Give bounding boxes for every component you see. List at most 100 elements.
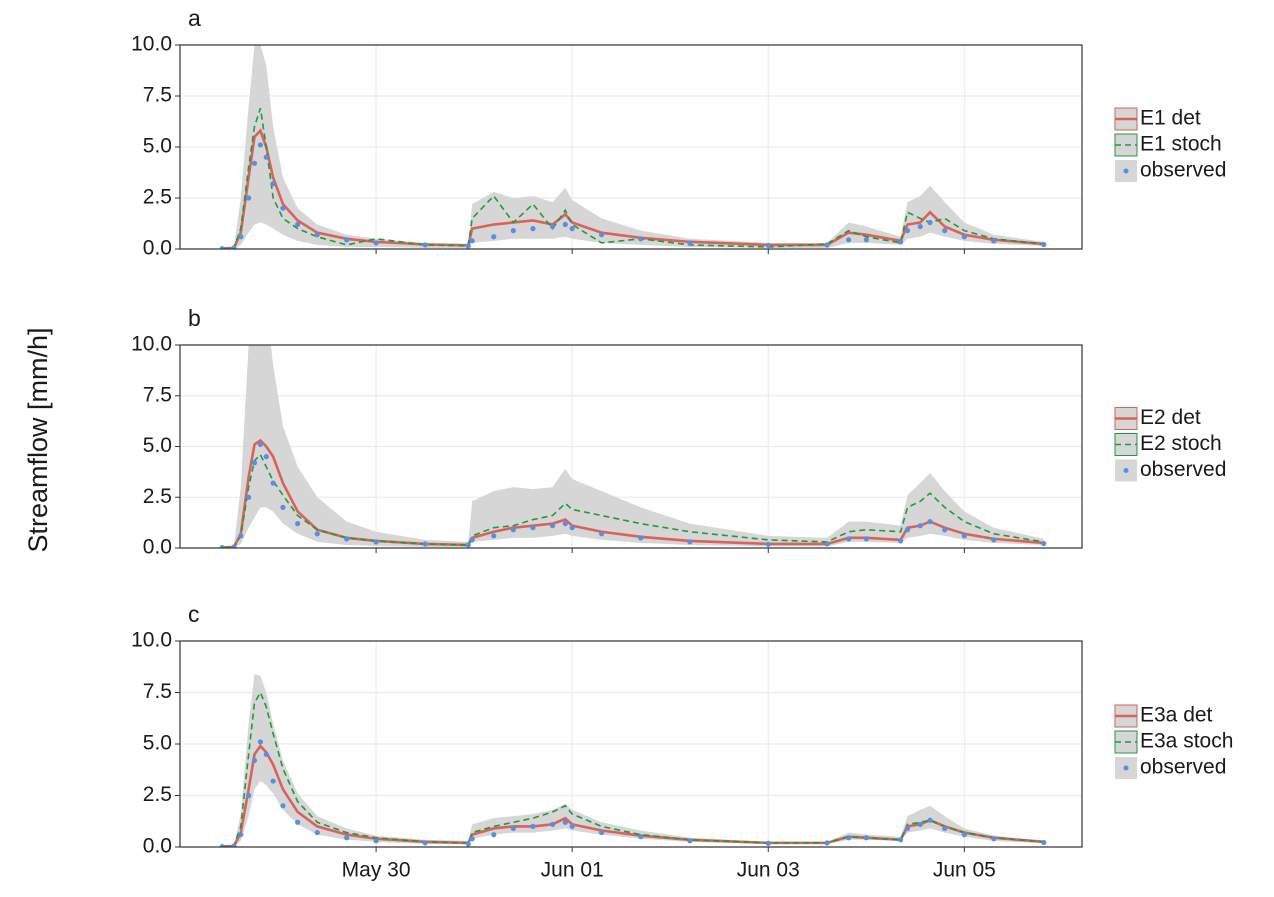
observed-point <box>246 195 252 201</box>
observed-point <box>1041 540 1047 547</box>
observed-point <box>270 480 276 486</box>
observed-point <box>898 239 904 245</box>
observed-point <box>422 840 428 846</box>
observed-point <box>846 536 852 542</box>
observed-point <box>251 757 258 764</box>
observed-point <box>991 238 997 244</box>
observed-point <box>942 825 948 832</box>
observed-point <box>251 460 258 466</box>
observed-point <box>344 835 350 841</box>
observed-point <box>863 536 869 542</box>
y-tick-label: 5.0 <box>143 732 172 755</box>
observed-point <box>373 838 379 844</box>
observed-point <box>961 533 967 539</box>
observed-point <box>510 228 516 234</box>
observed-point <box>219 843 225 847</box>
legend-label: observed <box>1140 458 1226 481</box>
series-line <box>222 107 1044 249</box>
observed-point <box>569 525 575 531</box>
observed-point <box>562 819 568 825</box>
observed-point <box>465 841 471 847</box>
legend-label: E1 det <box>1140 107 1201 130</box>
observed-point <box>927 219 933 226</box>
observed-point <box>257 441 263 448</box>
y-tick-label: 7.5 <box>143 84 172 107</box>
observed-point <box>491 832 497 838</box>
observed-point <box>422 541 428 547</box>
observed-point <box>765 840 771 846</box>
observed-point <box>295 819 301 825</box>
observed-point <box>687 539 693 545</box>
observed-point <box>530 525 536 531</box>
x-tick-label: Jun 03 <box>737 859 800 882</box>
observed-point <box>638 535 644 541</box>
observed-point <box>530 226 536 232</box>
observed-point <box>231 245 237 249</box>
y-tick-label: 10.0 <box>131 629 172 652</box>
observed-point <box>238 533 244 539</box>
y-tick-label: 7.5 <box>143 383 172 406</box>
observed-point <box>765 242 771 248</box>
legend-label: E3a stoch <box>1140 730 1233 753</box>
observed-point <box>898 538 904 544</box>
observed-point <box>314 531 320 537</box>
observed-point <box>231 843 237 847</box>
plot-area <box>219 673 1047 847</box>
y-tick-label: 7.5 <box>143 680 172 703</box>
observed-point <box>942 228 948 234</box>
y-axis-label: Streamflow [mm/h] <box>23 327 53 552</box>
legend-label: E2 det <box>1140 406 1201 429</box>
observed-point <box>687 240 693 246</box>
observed-point <box>280 504 286 510</box>
observed-point <box>263 751 269 757</box>
observed-point <box>927 817 933 823</box>
panel-title: b <box>188 305 201 331</box>
uncertainty-band <box>222 673 1044 847</box>
observed-point <box>314 829 320 836</box>
plot-area <box>219 45 1047 249</box>
observed-point <box>549 821 556 827</box>
y-tick-label: 0.0 <box>143 835 172 858</box>
observed-point <box>991 836 997 842</box>
observed-point <box>491 234 497 240</box>
legend-label: observed <box>1140 159 1226 182</box>
observed-point <box>549 523 556 529</box>
observed-point <box>530 823 536 830</box>
y-tick-label: 10.0 <box>131 333 172 356</box>
observed-point <box>961 832 967 838</box>
observed-point <box>422 242 428 248</box>
observed-point <box>251 160 258 166</box>
y-tick-label: 2.5 <box>143 485 172 508</box>
observed-point <box>295 221 301 228</box>
observed-point <box>638 236 644 242</box>
legend-marker <box>1123 468 1129 473</box>
observed-point <box>1041 839 1047 846</box>
legend-label: E3a det <box>1140 704 1213 727</box>
observed-point <box>270 778 276 784</box>
y-tick-label: 10.0 <box>131 33 172 56</box>
x-tick-label: May 30 <box>342 859 411 882</box>
observed-point <box>598 829 605 836</box>
x-tick-label: Jun 01 <box>541 859 604 882</box>
series-line <box>222 690 1044 847</box>
legend-marker <box>1123 765 1129 771</box>
observed-point <box>270 181 276 187</box>
observed-point <box>491 533 497 539</box>
observed-point <box>863 835 869 841</box>
observed-point <box>846 237 852 243</box>
observed-point <box>1041 241 1047 248</box>
uncertainty-band <box>222 345 1044 548</box>
observed-point <box>598 531 605 537</box>
panel-title: c <box>188 601 200 627</box>
panel-title: a <box>188 5 201 31</box>
observed-point <box>904 228 911 234</box>
observed-point <box>246 494 252 500</box>
observed-point <box>927 519 933 525</box>
observed-point <box>598 232 605 238</box>
legend-label: E1 stoch <box>1140 133 1222 156</box>
observed-point <box>917 223 923 230</box>
y-tick-label: 2.5 <box>143 783 172 806</box>
legend-label: observed <box>1140 756 1226 779</box>
observed-point <box>469 238 475 244</box>
plot-area <box>219 345 1047 548</box>
